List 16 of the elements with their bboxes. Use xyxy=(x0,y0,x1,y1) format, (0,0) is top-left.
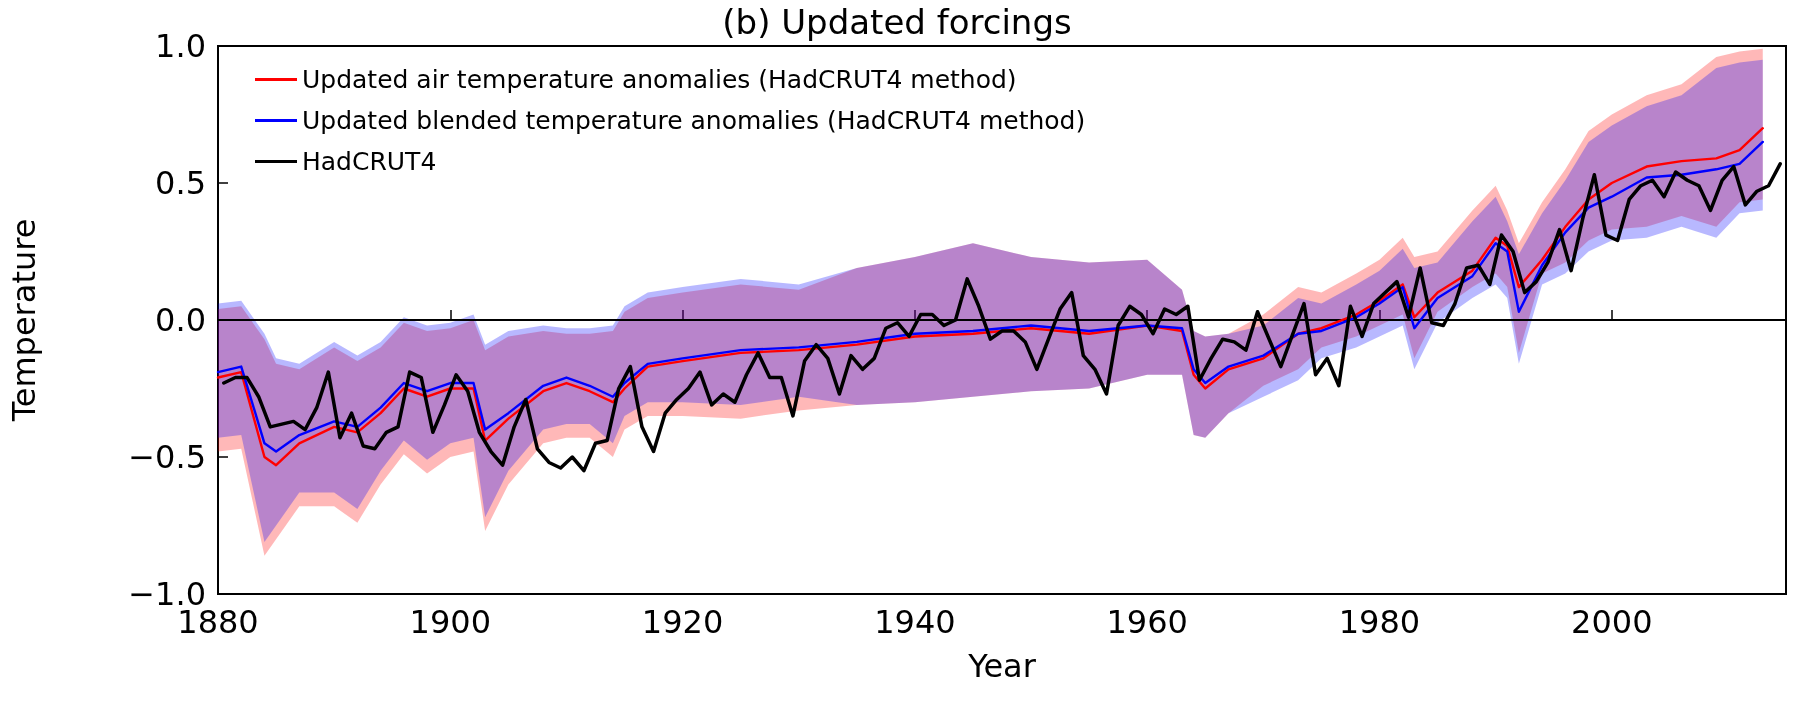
x-tick-label: 1920 xyxy=(641,603,724,641)
y-tick-label: 1.0 xyxy=(155,27,206,65)
x-tick-label: 2000 xyxy=(1571,603,1653,641)
y-tick-label: 0.0 xyxy=(155,301,206,339)
x-tick-label: 1900 xyxy=(409,603,492,641)
y-tick-label: 0.5 xyxy=(155,164,206,202)
legend-label: Updated blended temperature anomalies (HadCRUT4 method) xyxy=(302,106,1086,135)
legend-label: HadCRUT4 xyxy=(302,147,437,176)
x-axis-title: Year xyxy=(967,647,1037,685)
chart-title: (b) Updated forcings xyxy=(722,2,1072,42)
y-tick-label: −0.5 xyxy=(128,438,206,476)
x-tick-label: 1940 xyxy=(874,603,956,641)
legend-label: Updated air temperature anomalies (HadCRUT4 method) xyxy=(302,65,1017,94)
x-tick-label: 1980 xyxy=(1338,603,1421,641)
x-tick-label: 1960 xyxy=(1106,603,1188,641)
y-axis-title: Temperature xyxy=(5,218,43,423)
